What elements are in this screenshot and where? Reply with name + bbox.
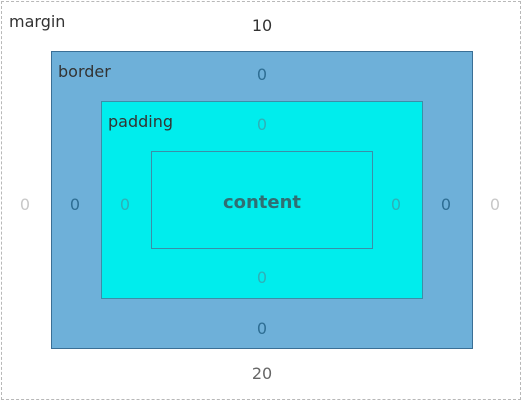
margin-title: margin bbox=[9, 12, 66, 31]
border-bottom-value[interactable]: 0 bbox=[256, 319, 268, 338]
content-label: content bbox=[222, 192, 302, 213]
border-title: border bbox=[58, 62, 111, 81]
border-top-value[interactable]: 0 bbox=[256, 65, 268, 84]
padding-top-value[interactable]: 0 bbox=[256, 115, 268, 134]
padding-title: padding bbox=[108, 112, 174, 131]
margin-right-value[interactable]: 0 bbox=[489, 195, 501, 214]
padding-right-value[interactable]: 0 bbox=[390, 195, 402, 214]
padding-bottom-value[interactable]: 0 bbox=[256, 268, 268, 287]
border-left-value[interactable]: 0 bbox=[69, 195, 81, 214]
padding-left-value[interactable]: 0 bbox=[119, 195, 131, 214]
border-right-value[interactable]: 0 bbox=[440, 195, 452, 214]
margin-bottom-value[interactable]: 20 bbox=[251, 364, 273, 383]
margin-left-value[interactable]: 0 bbox=[19, 195, 31, 214]
margin-top-value[interactable]: 10 bbox=[251, 16, 273, 35]
content-box bbox=[151, 151, 373, 249]
